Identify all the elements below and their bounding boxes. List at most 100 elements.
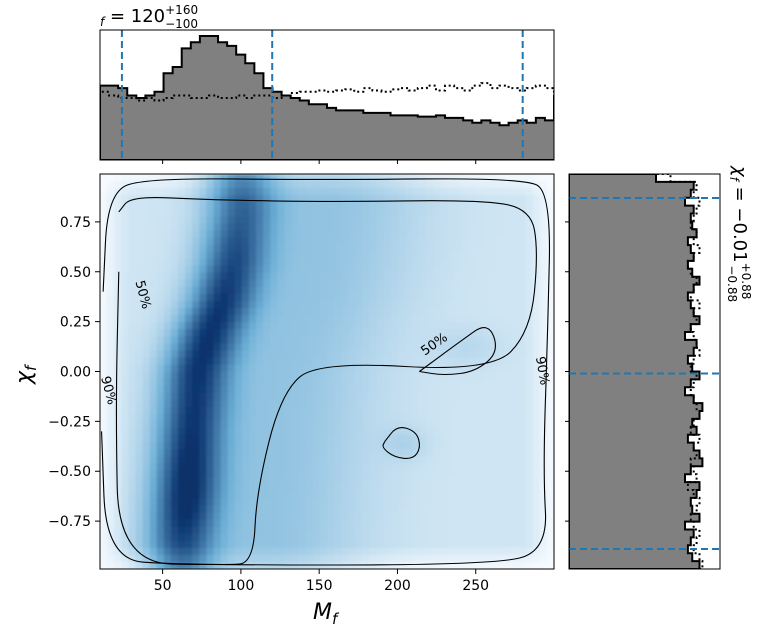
heatmap-cell <box>270 512 278 521</box>
heatmap-cell <box>192 272 200 281</box>
heatmap-cell <box>277 477 286 485</box>
heatmap-cell <box>497 470 505 478</box>
heatmap-cell <box>327 540 335 549</box>
heatmap-cell <box>383 322 392 330</box>
heatmap-cell <box>475 427 484 436</box>
heatmap-cell <box>483 216 491 224</box>
heatmap-cell <box>518 336 527 344</box>
heatmap-cell <box>483 223 491 232</box>
heatmap-cell <box>546 223 554 232</box>
heatmap-cell <box>475 533 484 542</box>
heatmap-cell <box>185 463 193 471</box>
y-tick-label: −0.25 <box>48 414 91 430</box>
heatmap-cell <box>468 357 477 366</box>
heatmap-cell <box>107 512 115 521</box>
heatmap-cell <box>461 209 470 217</box>
heatmap-cell <box>483 385 491 394</box>
heatmap-cell <box>397 343 406 351</box>
heatmap-cell <box>227 308 236 316</box>
heatmap-cell <box>525 498 534 507</box>
heatmap-cell <box>121 540 129 549</box>
heatmap-cell <box>546 442 554 450</box>
heatmap-cell <box>355 216 364 224</box>
heatmap-cell <box>504 329 513 337</box>
heatmap-cell <box>490 230 498 239</box>
heatmap-cell <box>376 315 385 323</box>
heatmap-cell <box>227 392 236 401</box>
heatmap-cell <box>213 442 222 450</box>
heatmap-cell <box>383 293 392 302</box>
heatmap-cell <box>135 188 144 196</box>
heatmap-cell <box>504 420 513 429</box>
heatmap-cell <box>497 456 505 464</box>
heatmap-cell <box>135 385 144 394</box>
heatmap-cell <box>405 498 413 507</box>
contour-label: 90% <box>532 355 552 386</box>
heatmap-cell <box>121 322 129 330</box>
heatmap-cell <box>163 498 172 507</box>
heatmap-cell <box>142 181 151 189</box>
heatmap-cell <box>475 181 484 189</box>
heatmap-cell <box>163 237 172 246</box>
heatmap-cell <box>312 413 321 422</box>
heatmap-cell <box>170 554 179 563</box>
heatmap-cell <box>312 477 321 485</box>
heatmap-cell <box>312 357 321 366</box>
heatmap-cell <box>433 343 442 351</box>
heatmap-cell <box>170 512 179 521</box>
heatmap-cell <box>284 329 293 337</box>
heatmap-cell <box>163 202 172 210</box>
heatmap-cell <box>327 223 335 232</box>
heatmap-cell <box>525 258 534 267</box>
heatmap-cell <box>532 420 541 429</box>
heatmap-cell <box>284 258 293 267</box>
heatmap-cell <box>192 174 200 182</box>
heatmap-cell <box>178 174 186 182</box>
heatmap-cell <box>412 392 420 401</box>
heatmap-cell <box>348 470 356 478</box>
heatmap-cell <box>270 547 278 556</box>
heatmap-cell <box>327 188 335 196</box>
heatmap-cell <box>270 434 278 443</box>
heatmap-cell <box>348 399 356 408</box>
heatmap-cell <box>241 512 250 521</box>
heatmap-cell <box>511 188 520 196</box>
heatmap-cell <box>284 491 293 500</box>
heatmap-cell <box>270 484 278 493</box>
heatmap-cell <box>539 322 548 330</box>
heatmap-cell <box>156 434 165 443</box>
heatmap-cell <box>341 491 349 500</box>
heatmap-cell <box>263 336 271 344</box>
heatmap-cell <box>355 237 364 246</box>
heatmap-cell <box>128 251 137 260</box>
heatmap-cell <box>319 512 328 521</box>
heatmap-cell <box>397 202 406 210</box>
heatmap-cell <box>483 540 491 549</box>
heatmap-cell <box>227 434 236 443</box>
heatmap-cell <box>256 315 264 323</box>
heatmap-cell <box>149 202 158 210</box>
heatmap-cell <box>539 427 548 436</box>
heatmap-cell <box>227 265 236 274</box>
heatmap-cell <box>532 357 541 366</box>
heatmap-cell <box>511 202 520 210</box>
y-tick-label: 0.25 <box>60 315 91 331</box>
heatmap-cell <box>433 209 442 217</box>
heatmap-cell <box>128 512 137 521</box>
heatmap-cell <box>454 378 463 387</box>
heatmap-cell <box>277 230 286 239</box>
heatmap-cell <box>405 484 413 493</box>
heatmap-cell <box>149 413 158 422</box>
heatmap-cell <box>433 449 442 457</box>
heatmap-cell <box>298 216 307 224</box>
heatmap-cell <box>518 329 527 337</box>
heatmap-cell <box>248 223 257 232</box>
heatmap-cell <box>405 561 413 569</box>
heatmap-cell <box>383 329 392 337</box>
heatmap-cell <box>121 385 129 394</box>
heatmap-cell <box>475 406 484 415</box>
heatmap-cell <box>341 420 349 429</box>
heatmap-cell <box>490 258 498 267</box>
heatmap-cell <box>241 449 250 457</box>
heatmap-cell <box>270 329 278 337</box>
